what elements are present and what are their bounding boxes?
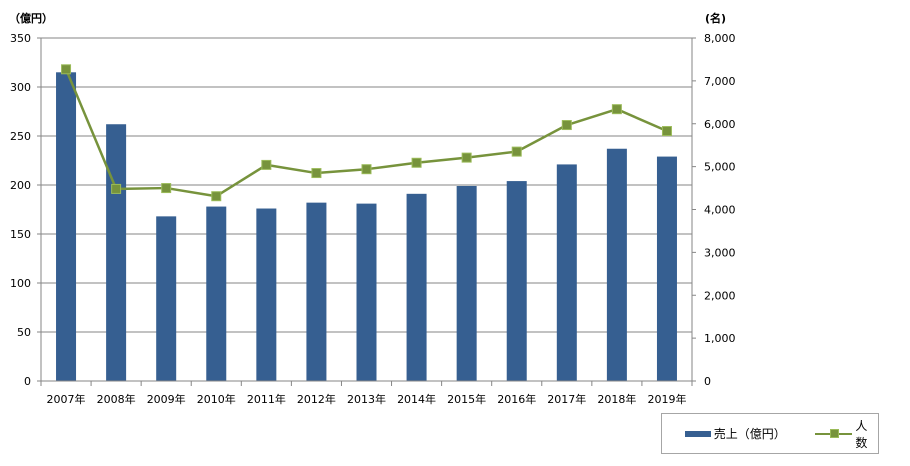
bar xyxy=(306,202,327,381)
bar xyxy=(406,193,427,381)
x-tick-label: 2008年 xyxy=(97,392,136,406)
x-tick-label: 2010年 xyxy=(197,392,236,406)
x-axis-labels: 2007年 2008年 2009年 2010年 2011年 2012年 2013年 2014年… xyxy=(47,392,687,406)
x-tick-label: 2013年 xyxy=(347,392,386,406)
x-tick-label: 2015年 xyxy=(447,392,486,406)
left-tick-label: 50 xyxy=(17,326,31,339)
left-tick-label: 200 xyxy=(10,179,31,192)
bar xyxy=(356,203,377,381)
right-tick-label: 3,000 xyxy=(704,246,736,259)
line-marker xyxy=(61,64,72,75)
legend-label-headcount: 人数 xyxy=(855,418,868,450)
legend-item-sales: 売上（億円） xyxy=(662,425,786,442)
bar xyxy=(156,216,177,381)
bar xyxy=(506,181,527,381)
x-tick-label: 2014年 xyxy=(397,392,436,406)
line-marker xyxy=(561,120,572,131)
right-tick-label: 5,000 xyxy=(704,161,736,174)
line-marker xyxy=(211,191,222,202)
left-tick-label: 100 xyxy=(10,277,31,290)
line-marker xyxy=(161,183,172,194)
left-tick-label: 0 xyxy=(24,375,31,388)
line-marker xyxy=(461,152,472,163)
line-marker xyxy=(661,126,672,137)
left-tick-label: 300 xyxy=(10,81,31,94)
legend-bar-swatch xyxy=(685,430,711,437)
line-marker xyxy=(611,104,622,115)
legend-item-headcount: 人数 xyxy=(783,417,878,451)
x-tick-label: 2017年 xyxy=(547,392,586,406)
bar xyxy=(456,185,477,381)
right-axis-labels: 0 1,000 2,000 3,000 4,000 5,000 6,000 7,000 8,00… xyxy=(704,32,736,388)
right-tick-label: 0 xyxy=(704,375,711,388)
x-tick-label: 2011年 xyxy=(247,392,286,406)
line-series xyxy=(61,64,672,202)
line-marker xyxy=(261,159,272,170)
line-marker xyxy=(411,157,422,168)
right-tick-label: 8,000 xyxy=(704,32,736,45)
axes xyxy=(37,37,696,386)
headcount-line xyxy=(64,68,668,198)
bar xyxy=(656,156,677,381)
left-axis-unit: （億円） xyxy=(9,11,53,25)
bar xyxy=(556,164,577,381)
right-tick-label: 6,000 xyxy=(704,118,736,131)
x-tick-label: 2007年 xyxy=(47,392,86,406)
bar xyxy=(606,148,627,381)
left-tick-label: 350 xyxy=(10,32,31,45)
line-marker xyxy=(111,183,122,194)
line-marker xyxy=(511,146,522,157)
bar xyxy=(106,124,127,382)
bar xyxy=(256,208,277,381)
legend-line-swatch xyxy=(814,428,853,439)
x-tick-label: 2018年 xyxy=(597,392,636,406)
legend: 売上（億円） 人数 xyxy=(661,413,879,454)
right-tick-label: 2,000 xyxy=(704,289,736,302)
bar xyxy=(56,72,77,382)
line-marker xyxy=(311,168,322,179)
left-axis-labels: 0 50 100 150 200 250 300 350 xyxy=(10,32,31,388)
x-tick-label: 2009年 xyxy=(147,392,186,406)
legend-label-sales: 売上（億円） xyxy=(713,427,786,441)
line-marker xyxy=(361,164,372,175)
left-tick-label: 250 xyxy=(10,130,31,143)
bar xyxy=(206,206,227,381)
right-tick-label: 4,000 xyxy=(704,204,736,217)
right-axis-unit: (名) xyxy=(705,11,726,25)
left-tick-label: 150 xyxy=(10,228,31,241)
right-tick-label: 7,000 xyxy=(704,75,736,88)
x-tick-label: 2016年 xyxy=(497,392,536,406)
x-tick-label: 2012年 xyxy=(297,392,336,406)
right-tick-label: 1,000 xyxy=(704,332,736,345)
x-tick-label: 2019年 xyxy=(647,392,686,406)
